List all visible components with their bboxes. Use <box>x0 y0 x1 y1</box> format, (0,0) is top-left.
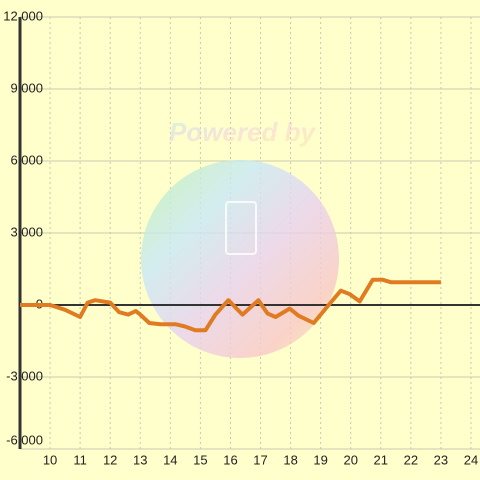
x-tick-label: 15 <box>193 452 207 467</box>
y-tick-label: -6,000 <box>6 432 43 447</box>
x-tick-label: 18 <box>283 452 297 467</box>
x-tick-label: 10 <box>43 452 57 467</box>
y-tick-label: -3,000 <box>6 368 43 383</box>
y-tick-label: 3,000 <box>10 224 43 239</box>
x-tick-label: 24 <box>464 452 478 467</box>
watermark-logo <box>141 160 339 358</box>
y-tick-label: 6,000 <box>10 152 43 167</box>
x-tick-label: 21 <box>374 452 388 467</box>
x-tick-label: 19 <box>313 452 327 467</box>
x-tick-label: 20 <box>343 452 357 467</box>
data-line <box>20 277 441 333</box>
x-tick-label: 16 <box>223 452 237 467</box>
x-tick-label: 17 <box>253 452 267 467</box>
x-tick-label: 12 <box>103 452 117 467</box>
watermark-icon <box>225 201 257 255</box>
y-tick-label: 9,000 <box>10 80 43 95</box>
x-tick-label: 14 <box>163 452 177 467</box>
y-tick-label: 12,000 <box>3 8 43 23</box>
x-tick-label: 23 <box>434 452 448 467</box>
x-tick-label: 22 <box>404 452 418 467</box>
watermark-text: Powered by <box>169 117 316 147</box>
x-tick-label: 11 <box>73 452 87 467</box>
x-tick-label: 13 <box>133 452 147 467</box>
